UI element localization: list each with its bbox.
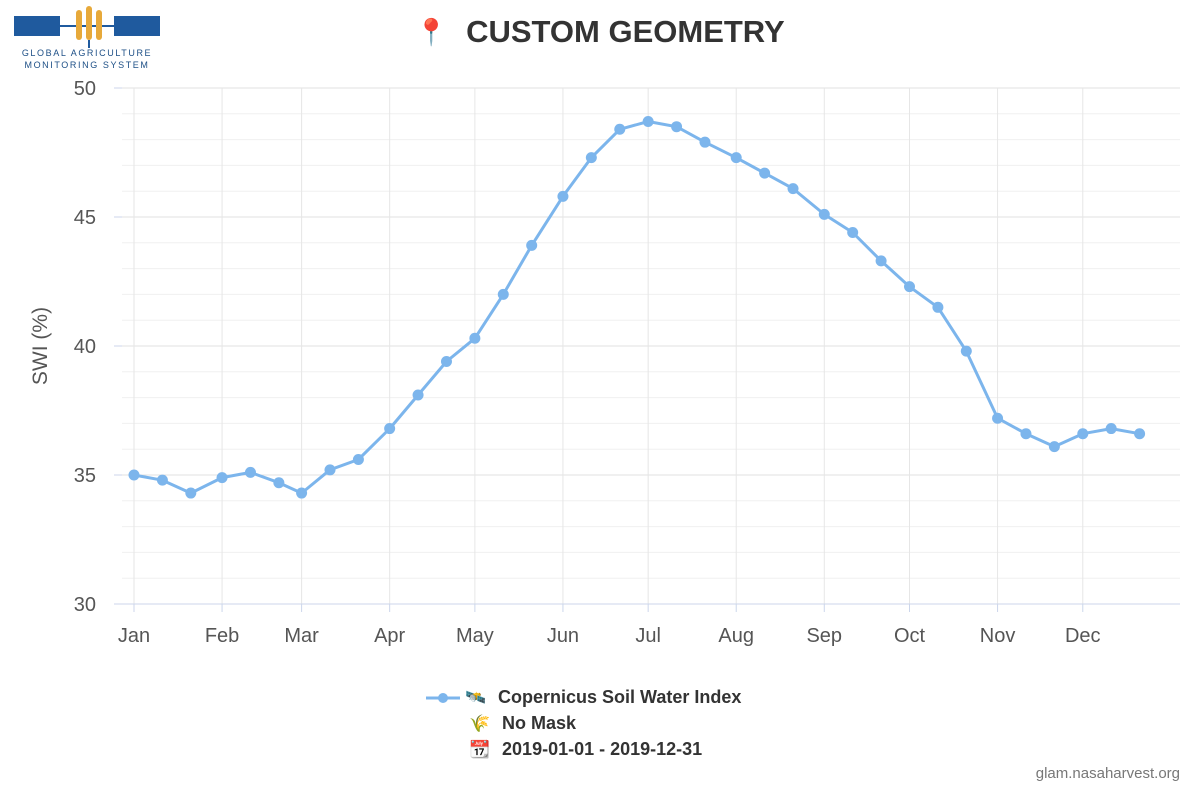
data-point [932, 301, 944, 313]
data-point [699, 136, 711, 148]
data-point [352, 454, 364, 466]
data-point [469, 332, 481, 344]
data-point [440, 355, 452, 367]
logo-graphic [14, 6, 160, 48]
legend-mask-item: 🌾 No Mask [426, 710, 741, 736]
legend-date-label: 2019-01-01 - 2019-12-31 [502, 739, 703, 759]
legend[interactable]: 🛰️ Copernicus Soil Water Index 🌾 No Mask… [426, 684, 741, 762]
x-tick-label: Feb [205, 625, 239, 647]
y-axis-title: SWI (%) [29, 307, 52, 385]
data-point [384, 423, 396, 435]
source-credit[interactable]: glam.nasaharvest.org [1035, 765, 1180, 782]
chart-title: 📍 CUSTOM GEOMETRY [0, 14, 1200, 50]
x-tick-label: Mar [284, 625, 319, 647]
x-tick-label: Nov [980, 625, 1016, 647]
data-point [324, 464, 336, 476]
data-point [614, 123, 626, 135]
x-tick-label: Aug [718, 625, 754, 647]
satellite-icon: 🛰️ [465, 688, 487, 707]
x-tick-label: Jul [635, 625, 661, 647]
grid [122, 87, 1180, 605]
x-tick-label: May [456, 625, 494, 647]
data-point [273, 477, 285, 489]
data-point [585, 152, 597, 164]
x-tick-label: Apr [374, 625, 405, 647]
data-point [412, 389, 424, 401]
crop-icon: 🌾 [469, 714, 491, 733]
data-point [818, 208, 830, 220]
series-line [132, 120, 1142, 495]
data-point [156, 474, 168, 486]
data-point [185, 487, 197, 499]
data-point [128, 469, 140, 481]
y-tick-label: 50 [74, 78, 96, 100]
data-point [557, 190, 569, 202]
pushpin-icon: 📍 [415, 16, 448, 47]
data-point [1020, 428, 1032, 440]
data-point [847, 226, 859, 238]
y-tick-label: 40 [74, 336, 96, 358]
logo-text-line1: GLOBAL AGRICULTURE [21, 48, 153, 58]
data-point [642, 116, 654, 128]
data-point [526, 239, 538, 251]
x-tick-label: Sep [806, 625, 842, 647]
series [128, 116, 1146, 499]
data-point [244, 466, 256, 478]
data-point [497, 288, 509, 300]
data-point [875, 255, 887, 267]
calendar-icon: 📆 [469, 740, 491, 759]
y-tick-label: 45 [74, 207, 96, 229]
data-point [1105, 423, 1117, 435]
data-point [787, 183, 799, 195]
x-tick-label: Oct [894, 625, 926, 647]
data-point [960, 345, 972, 357]
y-tick-label: 30 [74, 594, 96, 616]
data-point [759, 167, 771, 179]
x-tick-label: Jun [547, 625, 579, 647]
data-point [992, 412, 1004, 424]
x-tick-label: Dec [1065, 625, 1101, 647]
data-point [1134, 428, 1146, 440]
data-point [1048, 441, 1060, 453]
y-tick-label: 35 [74, 465, 96, 487]
data-point [671, 121, 683, 133]
axes: 30 35 40 45 50 Jan Feb Mar Apr May Jun Jul Aug Sep Oct… [74, 78, 1180, 647]
x-tick-label: Jan [118, 625, 150, 647]
data-point [216, 472, 228, 484]
data-point [730, 152, 742, 164]
logo-text-line2: MONITORING SYSTEM [24, 60, 150, 70]
legend-date-item: 📆 2019-01-01 - 2019-12-31 [426, 736, 741, 762]
series-line-marker-icon [426, 693, 460, 704]
glams-logo: GLOBAL AGRICULTURE MONITORING SYSTEM [12, 4, 162, 72]
chart-title-text: CUSTOM GEOMETRY [466, 14, 785, 49]
legend-mask-label: No Mask [502, 713, 577, 733]
data-point [296, 487, 308, 499]
data-point [1077, 428, 1089, 440]
data-point [904, 281, 915, 293]
line-chart: 30 35 40 45 50 Jan Feb Mar Apr May Jun Jul Aug Sep Oct… [29, 78, 1180, 647]
legend-series-item[interactable]: 🛰️ Copernicus Soil Water Index [426, 684, 741, 710]
legend-series-label: Copernicus Soil Water Index [498, 687, 742, 707]
